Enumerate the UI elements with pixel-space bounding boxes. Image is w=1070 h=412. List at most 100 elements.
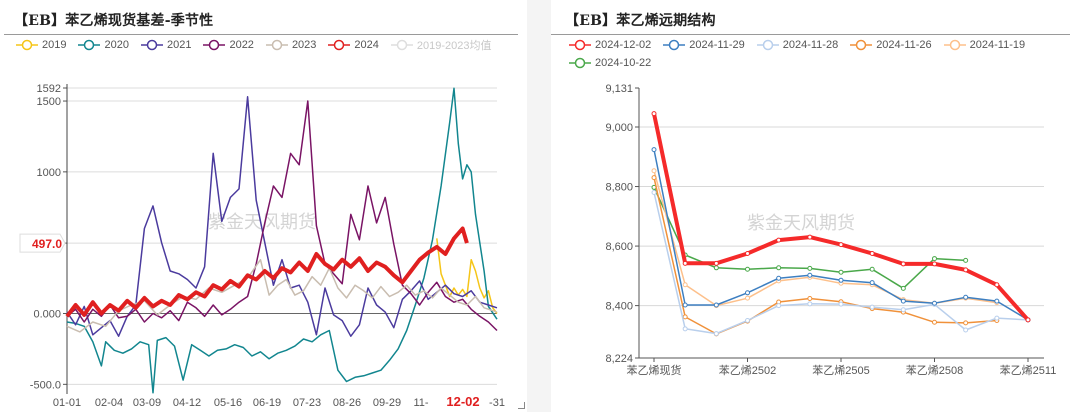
legend-item-2024-10-22[interactable]: 2024-10-22 — [569, 56, 651, 70]
x-tick-label: 07-23 — [293, 397, 321, 409]
data-point[interactable] — [682, 326, 688, 332]
data-point[interactable] — [651, 111, 657, 117]
data-point[interactable] — [745, 266, 750, 272]
legend-label: 2024-10-22 — [595, 57, 652, 69]
legend-line-circle-icon — [265, 39, 288, 51]
legend-item-2019[interactable]: 2019 — [16, 38, 66, 52]
data-point[interactable] — [932, 256, 937, 262]
legend-label: 2024-11-19 — [969, 39, 1026, 51]
data-point[interactable] — [776, 237, 782, 243]
y-tick-label: 9,000 — [605, 122, 633, 134]
data-point[interactable] — [932, 319, 937, 325]
series-line-2024 — [65, 226, 469, 318]
data-point[interactable] — [807, 301, 813, 307]
y-tick-label: 0.000 — [33, 309, 61, 321]
legend-item-2024-11-26[interactable]: 2024-11-26 — [850, 38, 932, 52]
data-point[interactable] — [807, 234, 813, 240]
data-point[interactable] — [900, 285, 906, 291]
series-line-2020 — [66, 87, 498, 394]
legend-item-2023[interactable]: 2023 — [265, 38, 317, 52]
legend-item-2020[interactable]: 2020 — [78, 38, 129, 52]
data-point[interactable] — [838, 242, 844, 248]
data-point[interactable] — [713, 302, 719, 308]
legend-item-2024-11-28[interactable]: 2024-11-28 — [756, 38, 838, 52]
y-tick-label: 9,131 — [605, 83, 633, 95]
data-point[interactable] — [994, 298, 1000, 304]
data-point[interactable] — [682, 314, 688, 320]
data-point[interactable] — [932, 300, 937, 306]
x-tick-label: 苯乙烯2505 — [812, 363, 869, 377]
data-point[interactable] — [900, 298, 906, 304]
data-point[interactable] — [651, 147, 657, 153]
legend-item-2024-12-02[interactable]: 2024-12-02 — [569, 38, 651, 52]
data-point[interactable] — [900, 261, 906, 267]
data-point[interactable] — [745, 317, 750, 323]
y-tick-label: 1592 — [37, 83, 61, 95]
data-point[interactable] — [807, 265, 813, 271]
legend-item-2024[interactable]: 2024 — [328, 38, 379, 52]
data-point[interactable] — [994, 282, 1000, 288]
data-point[interactable] — [682, 302, 688, 308]
data-point[interactable] — [869, 304, 875, 310]
data-point[interactable] — [745, 251, 750, 257]
data-point[interactable] — [963, 327, 969, 333]
legend-item-2019-2023均值[interactable]: 2019-2023均值 — [390, 38, 492, 52]
data-point[interactable] — [869, 280, 875, 286]
data-point[interactable] — [776, 275, 782, 281]
watermark: 紫金天风期货 — [208, 212, 316, 232]
x-tick-label: 苯乙烯2508 — [906, 363, 963, 377]
chart-legend: 2019 2020 2021 2022 2023 2024 2019-2023均值 — [16, 38, 526, 52]
legend-item-2022[interactable]: 2022 — [203, 38, 254, 52]
y-tick-label: 8,600 — [605, 241, 633, 253]
data-point[interactable] — [682, 282, 688, 288]
x-tick-label: 11- — [413, 397, 428, 409]
y-tick-label: 1000 — [37, 167, 61, 179]
data-point[interactable] — [745, 290, 750, 296]
x-tick-label: -31 — [489, 397, 505, 409]
data-point[interactable] — [1025, 317, 1031, 323]
legend-line-circle-icon — [569, 57, 591, 69]
chart-title: 【EB】苯乙烯现货基差-季节性 — [14, 13, 214, 29]
data-point[interactable] — [963, 294, 969, 300]
data-point[interactable] — [869, 266, 875, 272]
x-tick-label: 09-29 — [373, 397, 401, 409]
legend-item-2021[interactable]: 2021 — [140, 38, 191, 52]
data-point[interactable] — [963, 257, 969, 263]
series-2024-11-19 — [651, 168, 1000, 309]
data-point[interactable] — [807, 272, 813, 278]
legend-item-2024-11-29[interactable]: 2024-11-29 — [663, 38, 745, 52]
data-point[interactable] — [994, 315, 1000, 321]
data-point[interactable] — [651, 189, 657, 195]
data-point[interactable] — [776, 265, 782, 271]
data-point[interactable] — [651, 168, 657, 174]
data-point[interactable] — [651, 175, 657, 181]
legend-line-circle-icon — [569, 39, 591, 51]
legend-item-2024-11-19[interactable]: 2024-11-19 — [943, 38, 1026, 52]
title-divider — [4, 34, 518, 35]
x-tick-label: 04-12 — [173, 397, 201, 409]
data-point[interactable] — [838, 269, 844, 275]
data-point[interactable] — [807, 295, 813, 301]
data-point[interactable] — [932, 261, 937, 267]
data-point[interactable] — [838, 277, 844, 283]
data-point[interactable] — [713, 265, 719, 271]
data-point[interactable] — [682, 260, 688, 266]
data-point[interactable] — [963, 267, 969, 273]
data-point[interactable] — [838, 301, 844, 307]
series-2024-11-26 — [651, 175, 1000, 337]
x-tick-label: 苯乙烯现货 — [627, 363, 682, 377]
legend-line-circle-icon — [140, 39, 163, 51]
data-point[interactable] — [713, 331, 719, 337]
data-point[interactable] — [869, 251, 875, 257]
data-point[interactable] — [900, 307, 906, 313]
x-tick-label: 03-09 — [133, 397, 161, 409]
legend-line-circle-icon — [78, 39, 101, 51]
legend-label: 2019 — [42, 39, 67, 51]
legend-label: 2023 — [291, 39, 317, 51]
data-point[interactable] — [713, 260, 719, 266]
legend-label: 2024-12-02 — [595, 39, 652, 51]
data-point[interactable] — [745, 295, 750, 301]
data-point[interactable] — [776, 303, 782, 309]
resize-handle-icon[interactable] — [518, 402, 525, 409]
data-point[interactable] — [963, 320, 969, 326]
